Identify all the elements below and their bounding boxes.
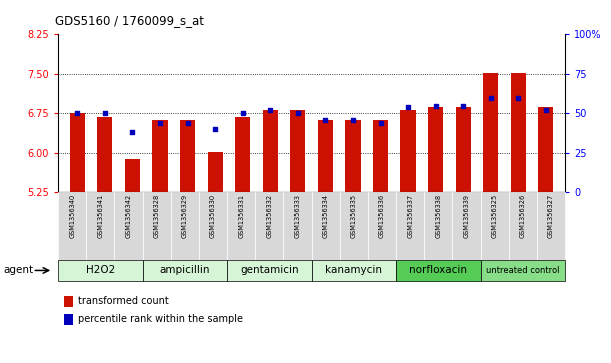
Point [513, 95, 523, 101]
Text: GSM1356339: GSM1356339 [464, 194, 470, 238]
Text: GSM1356337: GSM1356337 [407, 194, 413, 238]
Text: GSM1356330: GSM1356330 [210, 194, 216, 238]
Text: GSM1356328: GSM1356328 [153, 194, 159, 238]
Text: GSM1356334: GSM1356334 [323, 194, 329, 238]
Bar [428, 107, 443, 192]
Bar [263, 110, 278, 192]
Point [128, 130, 137, 135]
Text: percentile rank within the sample: percentile rank within the sample [78, 314, 243, 325]
Bar [400, 110, 415, 192]
Point [73, 110, 82, 116]
Text: GSM1356342: GSM1356342 [125, 194, 131, 238]
Point [210, 126, 220, 132]
Point [348, 117, 358, 123]
Point [238, 110, 247, 116]
Bar [70, 113, 85, 192]
Text: GSM1356327: GSM1356327 [548, 194, 554, 238]
Text: GSM1356335: GSM1356335 [351, 194, 357, 238]
Bar [318, 120, 333, 192]
Bar [345, 120, 360, 192]
Text: GSM1356329: GSM1356329 [182, 194, 188, 238]
Point [321, 117, 331, 123]
Point [155, 120, 165, 126]
Bar [235, 117, 251, 192]
Point [458, 103, 468, 109]
Bar [97, 117, 112, 192]
Bar [373, 120, 388, 192]
Text: transformed count: transformed count [78, 296, 169, 306]
Text: untreated control: untreated control [486, 266, 560, 275]
Text: GSM1356341: GSM1356341 [97, 194, 103, 238]
Text: norfloxacin: norfloxacin [409, 265, 467, 276]
Text: GSM1356333: GSM1356333 [295, 194, 301, 238]
Point [183, 120, 192, 126]
Bar [208, 152, 223, 192]
Point [265, 107, 275, 113]
Point [403, 104, 413, 110]
Text: GSM1356336: GSM1356336 [379, 194, 385, 238]
Text: GSM1356340: GSM1356340 [69, 194, 75, 238]
Point [376, 120, 386, 126]
Bar [538, 107, 554, 192]
Text: ampicillin: ampicillin [159, 265, 210, 276]
Text: GSM1356326: GSM1356326 [520, 194, 526, 238]
Bar [511, 73, 526, 192]
Point [100, 110, 110, 116]
Bar [290, 110, 306, 192]
Text: GSM1356332: GSM1356332 [266, 194, 273, 238]
Point [486, 95, 496, 101]
Bar [125, 159, 140, 192]
Text: GSM1356338: GSM1356338 [436, 194, 441, 238]
Text: kanamycin: kanamycin [326, 265, 382, 276]
Bar [180, 120, 195, 192]
Bar [483, 73, 499, 192]
Point [431, 103, 441, 109]
Text: GSM1356331: GSM1356331 [238, 194, 244, 238]
Point [541, 107, 551, 113]
Text: GDS5160 / 1760099_s_at: GDS5160 / 1760099_s_at [55, 14, 204, 27]
Point [293, 110, 302, 116]
Text: gentamicin: gentamicin [240, 265, 299, 276]
Bar [152, 120, 167, 192]
Text: GSM1356325: GSM1356325 [492, 194, 498, 238]
Text: H2O2: H2O2 [86, 265, 115, 276]
Text: agent: agent [3, 265, 33, 276]
Bar [456, 107, 471, 192]
